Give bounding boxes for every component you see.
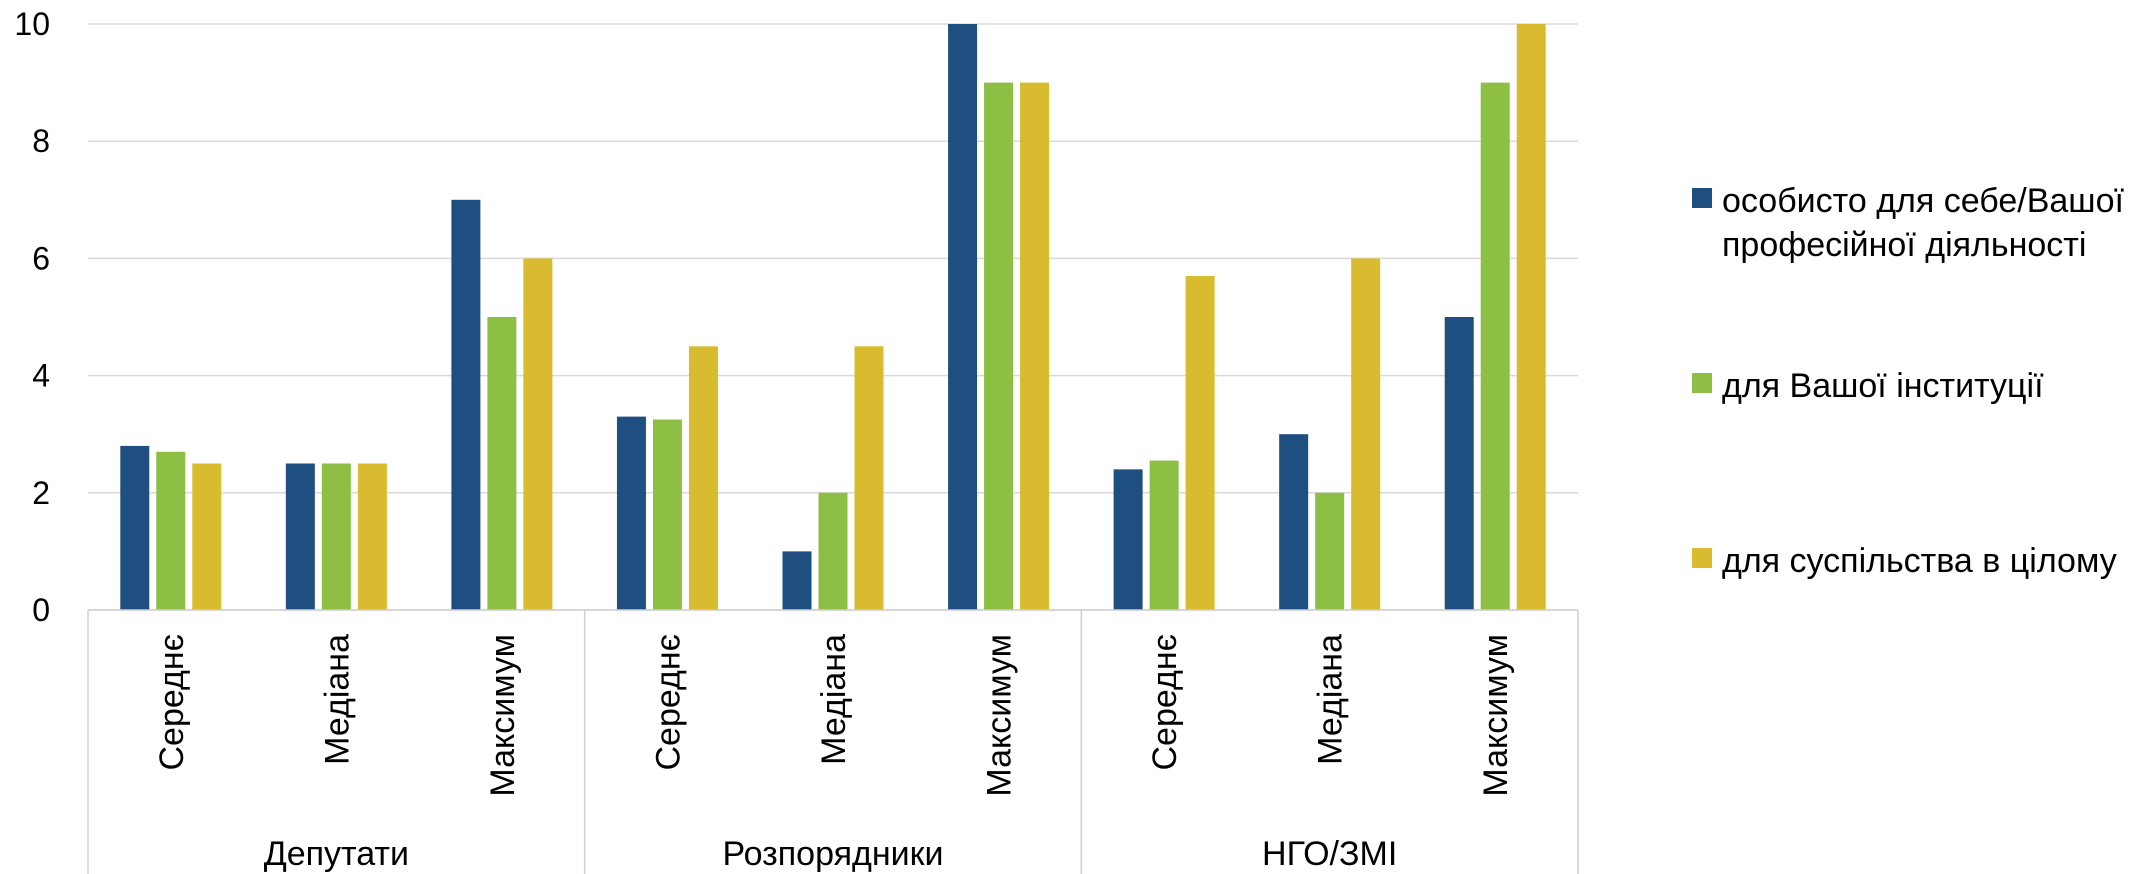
- y-tick-label: 8: [32, 123, 50, 159]
- bar-1: [1444, 317, 1474, 610]
- bar-3: [357, 463, 387, 610]
- legend-item: для суспільства в цілому: [1692, 542, 2117, 580]
- bar-2: [652, 419, 682, 610]
- bar-3: [1020, 82, 1050, 611]
- category-label: Медіана: [318, 634, 356, 765]
- bar-2: [984, 82, 1014, 611]
- bar-2: [156, 451, 186, 610]
- category-label: Максимум: [484, 634, 522, 797]
- bar-2: [1149, 460, 1179, 610]
- y-tick-label: 4: [32, 358, 50, 394]
- category-label: Середнє: [1146, 634, 1184, 771]
- bar-3: [1185, 275, 1215, 610]
- y-tick-label: 2: [32, 475, 50, 511]
- bar-1: [948, 24, 978, 610]
- bar-2: [1480, 82, 1510, 611]
- bar-1: [616, 416, 646, 610]
- legend-label: професійної діяльності: [1722, 226, 2086, 264]
- legend: особисто для себе/Вашої професійної діяль…: [1692, 182, 2124, 580]
- category-label: Медіана: [1312, 634, 1350, 765]
- bar-1: [120, 445, 150, 610]
- legend-label: для Вашої інституції: [1722, 367, 2044, 405]
- y-tick-label: 10: [14, 6, 50, 42]
- category-label: Середнє: [153, 634, 191, 771]
- bar-2: [487, 317, 517, 610]
- y-tick-label: 6: [32, 240, 50, 276]
- bar-1: [782, 551, 812, 610]
- group-label: Депутати: [264, 835, 409, 873]
- bar-1: [451, 199, 481, 611]
- bar-3: [523, 258, 553, 610]
- bar-3: [1351, 258, 1381, 610]
- bar-1: [285, 463, 315, 610]
- axes: [87, 609, 1579, 874]
- bar-2: [1315, 492, 1345, 610]
- category-labels: Середнє Медіана Максимум Середнє Медіана Макс…: [153, 634, 1515, 797]
- bar-3: [192, 463, 222, 610]
- group-labels: Депутати Розпорядники НГО/ЗМІ: [264, 835, 1398, 873]
- y-tick-label: 0: [32, 592, 50, 628]
- legend-label: для суспільства в цілому: [1722, 542, 2117, 580]
- category-label: Максимум: [981, 634, 1019, 797]
- legend-swatch: [1692, 188, 1712, 208]
- bars: [120, 24, 1546, 611]
- bar-2: [321, 463, 351, 610]
- bar-3: [1516, 24, 1546, 610]
- category-label: Середнє: [649, 634, 687, 771]
- bar-2: [818, 492, 848, 610]
- bar-1: [1279, 434, 1309, 610]
- bar-3: [854, 346, 884, 610]
- group-label: Розпорядники: [722, 835, 943, 873]
- group-label: НГО/ЗМІ: [1262, 835, 1397, 873]
- legend-swatch: [1692, 373, 1712, 393]
- legend-item: особисто для себе/Вашої професійної діяль…: [1692, 182, 2124, 264]
- category-label: Медіана: [815, 634, 853, 765]
- bar-3: [688, 346, 718, 610]
- category-label: Максимум: [1477, 634, 1515, 797]
- bar-1: [1113, 469, 1143, 610]
- legend-label: особисто для себе/Вашої: [1722, 182, 2124, 220]
- legend-swatch: [1692, 548, 1712, 568]
- legend-item: для Вашої інституції: [1692, 367, 2044, 405]
- y-axis-ticks: 0 2 4 6 8 10: [14, 6, 50, 628]
